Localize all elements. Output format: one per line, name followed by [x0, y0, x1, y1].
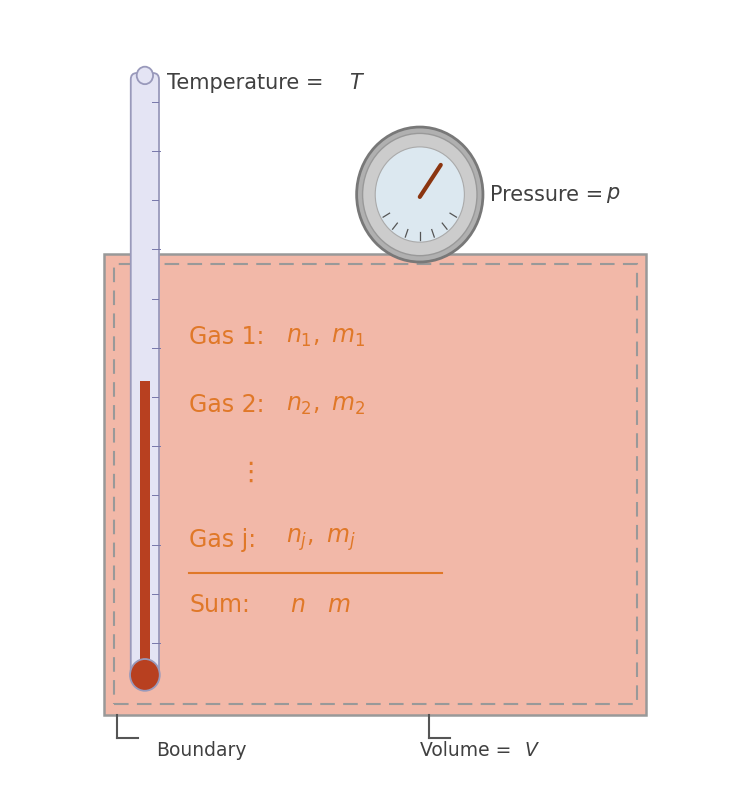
Text: Boundary: Boundary — [156, 741, 247, 760]
Text: $n_1,\ m_1$: $n_1,\ m_1$ — [286, 326, 366, 349]
Text: $T$: $T$ — [349, 73, 366, 94]
Bar — [405, 237, 435, 254]
Text: $n_2,\ m_2$: $n_2,\ m_2$ — [286, 393, 366, 417]
Text: $n_j,\ m_j$: $n_j,\ m_j$ — [286, 526, 356, 553]
Text: Sum:: Sum: — [189, 593, 250, 617]
Bar — [114, 264, 637, 704]
Bar — [140, 381, 150, 670]
Text: Volume =: Volume = — [420, 741, 517, 760]
Text: Gas 2:: Gas 2: — [189, 393, 265, 417]
Text: $p$: $p$ — [606, 184, 620, 205]
Circle shape — [357, 127, 483, 262]
Circle shape — [375, 147, 464, 242]
Text: $V$: $V$ — [524, 741, 539, 760]
Text: $\vdots$: $\vdots$ — [237, 460, 253, 485]
Text: Temperature =: Temperature = — [167, 73, 331, 94]
Text: $n\quad m$: $n\quad m$ — [290, 593, 351, 617]
Circle shape — [137, 67, 153, 84]
Text: Gas 1:: Gas 1: — [189, 326, 265, 349]
Text: Pressure =: Pressure = — [490, 184, 610, 205]
Circle shape — [363, 133, 477, 256]
Circle shape — [130, 659, 160, 691]
Bar — [104, 254, 646, 715]
Text: Gas j:: Gas j: — [189, 528, 256, 552]
Bar — [104, 254, 646, 715]
FancyBboxPatch shape — [131, 73, 159, 676]
